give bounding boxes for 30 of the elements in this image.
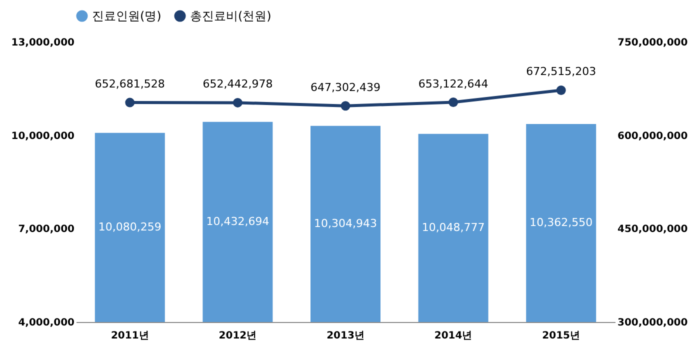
y2-tick-label: 300,000,000 bbox=[618, 318, 688, 328]
data-label: 10,304,943 bbox=[314, 216, 377, 230]
y2-tick-label: 450,000,000 bbox=[618, 224, 688, 236]
data-label: 10,048,777 bbox=[422, 220, 485, 234]
y2-tick-label: 600,000,000 bbox=[618, 130, 688, 142]
y-tick-label: 13,000,000 bbox=[11, 38, 75, 48]
x-tick-label: 2014년 bbox=[434, 330, 472, 342]
y-tick-label: 4,000,000 bbox=[18, 318, 75, 328]
data-label: 652,442,978 bbox=[202, 78, 273, 91]
data-label: 672,515,203 bbox=[526, 65, 596, 78]
point bbox=[556, 85, 566, 95]
point bbox=[340, 101, 350, 111]
data-label: 10,362,550 bbox=[530, 216, 593, 230]
point bbox=[448, 98, 458, 108]
y2-tick-label: 750,000,000 bbox=[618, 38, 688, 48]
data-label: 647,302,439 bbox=[310, 80, 380, 94]
data-label: 10,432,694 bbox=[206, 214, 270, 228]
x-tick-label: 2015년 bbox=[542, 330, 580, 342]
data-label: 653,122,644 bbox=[418, 77, 488, 90]
legend-label: 진료인원(명) bbox=[92, 9, 162, 23]
y-tick-label: 7,000,000 bbox=[18, 224, 75, 236]
data-label: 652,681,528 bbox=[94, 78, 165, 91]
point bbox=[232, 98, 242, 108]
x-tick-label: 2013년 bbox=[326, 330, 364, 342]
data-label: 10,080,259 bbox=[98, 220, 162, 234]
x-tick-label: 2011년 bbox=[110, 330, 149, 342]
point bbox=[125, 98, 135, 108]
y-tick-label: 10,000,000 bbox=[11, 130, 75, 142]
legend-label: 총진료비(천원) bbox=[190, 9, 272, 23]
x-tick-label: 2012년 bbox=[218, 330, 257, 342]
